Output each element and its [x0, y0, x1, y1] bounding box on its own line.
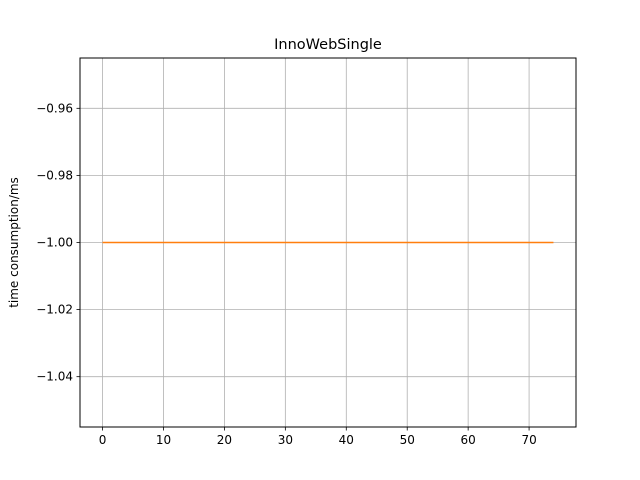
tick-layer: 0 10 20 30 40 50 60 70 −0.96 −0.98 −1.00 −1.02 −1.04 — [36, 101, 537, 447]
y-tick-label: −1.00 — [36, 236, 73, 250]
y-tick-label: −1.04 — [36, 370, 73, 384]
x-tick-label: 60 — [461, 433, 476, 447]
x-tick-label: 10 — [156, 433, 171, 447]
y-tick-label: −1.02 — [36, 303, 73, 317]
y-tick-label: −0.96 — [36, 101, 73, 115]
y-tick-label: −0.98 — [36, 168, 73, 182]
x-tick-label: 40 — [339, 433, 354, 447]
chart-title: InnoWebSingle — [274, 37, 382, 53]
x-tick-label: 20 — [217, 433, 232, 447]
x-tick-label: 0 — [99, 433, 107, 447]
x-tick-label: 30 — [278, 433, 293, 447]
y-axis-label: time consumption/ms — [7, 177, 21, 308]
x-tick-label: 50 — [400, 433, 415, 447]
x-tick-label: 70 — [521, 433, 536, 447]
